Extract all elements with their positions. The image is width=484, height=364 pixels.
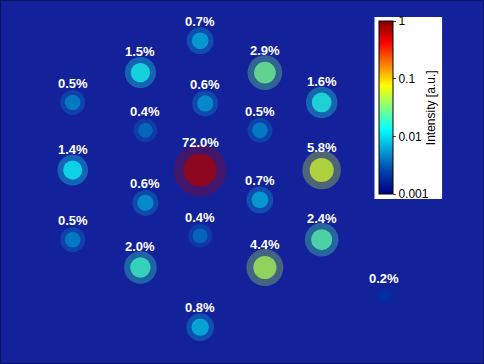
svg-text:1.5%: 1.5% bbox=[125, 44, 155, 59]
svg-text:1: 1 bbox=[398, 14, 405, 28]
svg-text:1.4%: 1.4% bbox=[58, 142, 88, 157]
svg-text:0.1: 0.1 bbox=[398, 72, 415, 86]
svg-text:0.2%: 0.2% bbox=[369, 271, 399, 286]
svg-text:Intensity [a.u.]: Intensity [a.u.] bbox=[424, 70, 438, 145]
svg-text:4.4%: 4.4% bbox=[250, 237, 280, 252]
svg-text:0.7%: 0.7% bbox=[245, 173, 275, 188]
svg-text:0.5%: 0.5% bbox=[58, 213, 88, 228]
svg-text:0.4%: 0.4% bbox=[185, 210, 215, 225]
svg-text:0.6%: 0.6% bbox=[190, 77, 220, 92]
svg-text:0.5%: 0.5% bbox=[58, 76, 88, 91]
svg-text:0.7%: 0.7% bbox=[185, 14, 215, 29]
svg-text:72.0%: 72.0% bbox=[182, 135, 219, 150]
svg-text:1.6%: 1.6% bbox=[307, 74, 337, 89]
svg-text:2.4%: 2.4% bbox=[307, 211, 337, 226]
svg-text:0.6%: 0.6% bbox=[130, 176, 160, 191]
svg-text:5.8%: 5.8% bbox=[307, 140, 337, 155]
svg-text:2.9%: 2.9% bbox=[250, 43, 280, 58]
svg-text:0.5%: 0.5% bbox=[245, 104, 275, 119]
svg-text:0.001: 0.001 bbox=[398, 187, 428, 201]
svg-text:0.01: 0.01 bbox=[398, 130, 422, 144]
svg-text:0.4%: 0.4% bbox=[130, 104, 160, 119]
svg-text:2.0%: 2.0% bbox=[125, 239, 155, 254]
svg-text:0.8%: 0.8% bbox=[185, 300, 215, 315]
